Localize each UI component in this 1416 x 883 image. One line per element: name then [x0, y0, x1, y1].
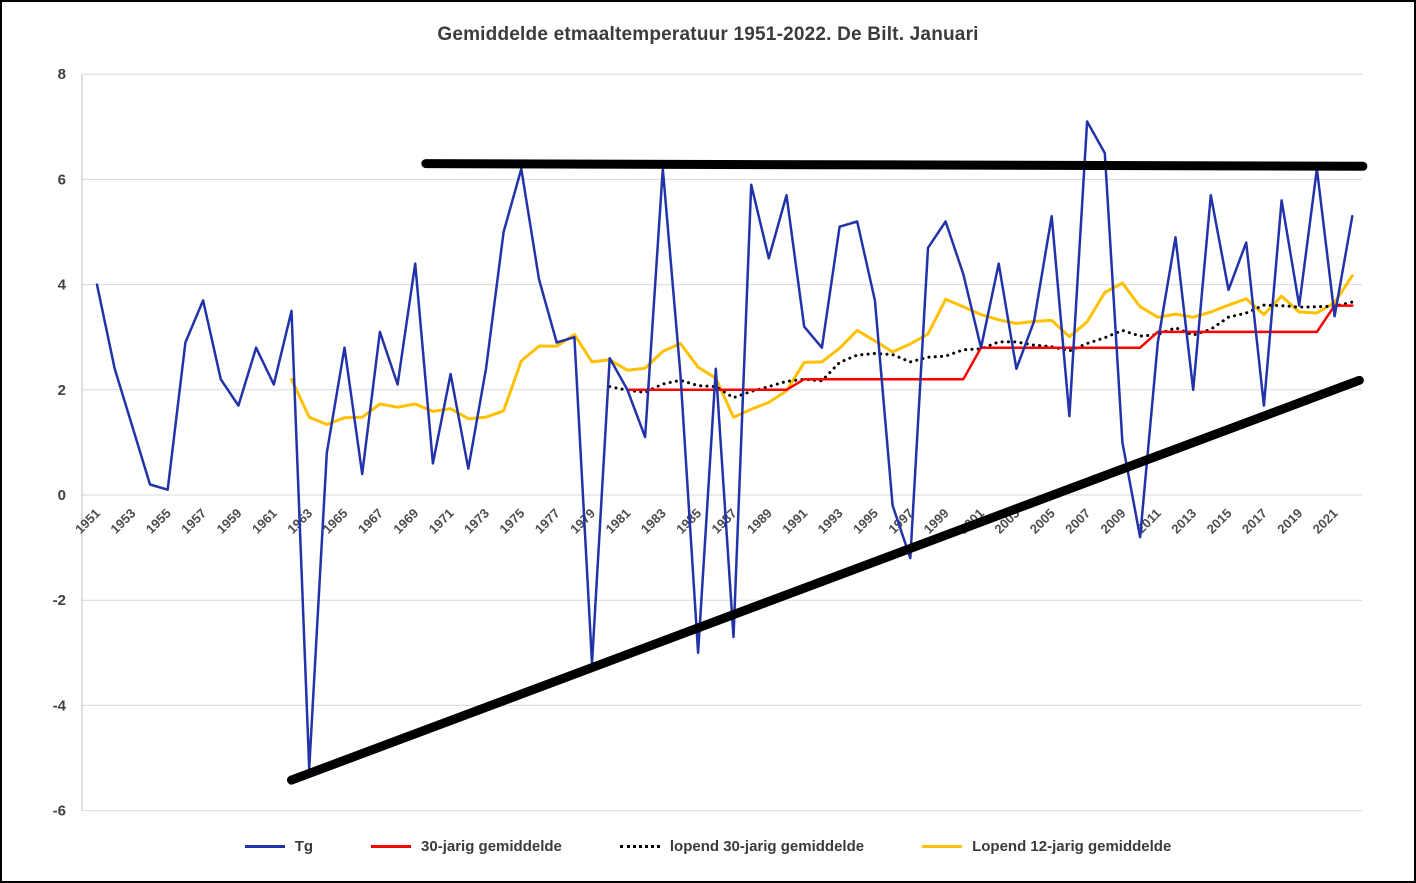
y-tick-label: 6 [58, 171, 66, 188]
upper-envelope-line [421, 159, 1368, 171]
chart-title: Gemiddelde etmaaltemperatuur 1951-2022. … [437, 24, 979, 45]
x-tick-label: 2007 [1062, 506, 1093, 537]
chart-legend: Tg 30-jarig gemiddelde lopend 30-jarig gem… [2, 838, 1414, 855]
x-tick-label: 2017 [1239, 506, 1270, 537]
series-line-lopend-30-jarig-gemiddelde [608, 300, 1354, 400]
legend-swatch-tg [244, 845, 285, 848]
x-tick-label: 1991 [779, 506, 810, 537]
legend-swatch-lopend-30-jarig-gemiddelde [619, 845, 660, 848]
x-tick-label: 2009 [1098, 506, 1129, 537]
x-tick-label: 1953 [107, 506, 138, 537]
x-tick-label: 1983 [638, 506, 669, 537]
x-tick-label: 1957 [178, 506, 209, 537]
series-line-30-jarig-gemiddelde [626, 304, 1354, 392]
y-tick-label: 8 [58, 66, 66, 83]
series-line-lopend-12-jarig-gemiddelde [290, 274, 1354, 426]
legend-label: lopend 30-jarig gemiddelde [669, 838, 865, 855]
legend-item-tg: Tg [244, 838, 314, 855]
x-tick-label: 1951 [72, 506, 103, 537]
x-tick-label: 1955 [143, 506, 174, 537]
x-tick-label: 1989 [744, 506, 775, 537]
x-tick-label: 2021 [1310, 506, 1341, 537]
x-tick-label: 1993 [815, 506, 846, 537]
x-tick-label: 2019 [1274, 506, 1305, 537]
x-tick-label: 1971 [426, 506, 457, 537]
legend-item-lopend-12-jarig-gemiddelde: Lopend 12-jarig gemiddelde [922, 838, 1171, 855]
x-tick-label: 2015 [1204, 506, 1235, 537]
x-tick-label: 1961 [249, 506, 280, 537]
lower-envelope-line [286, 375, 1364, 785]
legend-swatch-lopend-12-jarig-gemiddelde [922, 845, 963, 848]
y-axis-tick-labels: 8 6 4 2 0 -2 -4 -6 [53, 66, 67, 819]
x-tick-label: 1973 [461, 506, 492, 537]
x-tick-label: 1981 [602, 506, 633, 537]
x-tick-label: 1995 [850, 506, 881, 537]
y-tick-label: 0 [58, 487, 66, 504]
x-tick-label: 1969 [390, 506, 421, 537]
x-tick-label: 1975 [496, 506, 527, 537]
x-tick-label: 2013 [1168, 506, 1199, 537]
x-tick-label: 1977 [532, 506, 563, 537]
legend-label: 30-jarig gemiddelde [421, 838, 562, 855]
legend-label: Lopend 12-jarig gemiddelde [972, 838, 1172, 855]
legend-swatch-30-jarig-gemiddelde [371, 845, 412, 848]
legend-label: Tg [294, 838, 314, 855]
series-line-tg [95, 120, 1354, 770]
y-tick-label: 2 [58, 382, 66, 399]
x-tick-label: 1967 [355, 506, 386, 537]
x-tick-label: 2005 [1027, 506, 1058, 537]
legend-item-lopend-30-jarig-gemiddelde: lopend 30-jarig gemiddelde [619, 838, 865, 855]
y-tick-label: 4 [58, 277, 67, 294]
legend-item-30-jarig-gemiddelde: 30-jarig gemiddelde [371, 838, 562, 855]
gridlines [82, 73, 1362, 812]
y-tick-label: -2 [53, 592, 66, 609]
y-tick-label: -4 [53, 697, 67, 714]
x-tick-label: 1959 [214, 506, 245, 537]
y-tick-label: -6 [53, 803, 66, 820]
